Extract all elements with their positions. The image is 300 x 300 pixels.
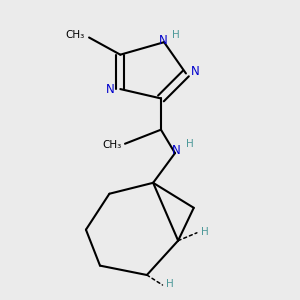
Text: H: H [201, 227, 208, 237]
Text: N: N [106, 83, 114, 96]
Text: N: N [191, 65, 200, 78]
Text: N: N [159, 34, 168, 47]
Text: CH₃: CH₃ [65, 30, 84, 40]
Text: CH₃: CH₃ [103, 140, 122, 150]
Text: N: N [172, 143, 181, 157]
Text: H: H [172, 30, 180, 40]
Text: H: H [186, 140, 194, 149]
Text: H: H [167, 279, 174, 289]
